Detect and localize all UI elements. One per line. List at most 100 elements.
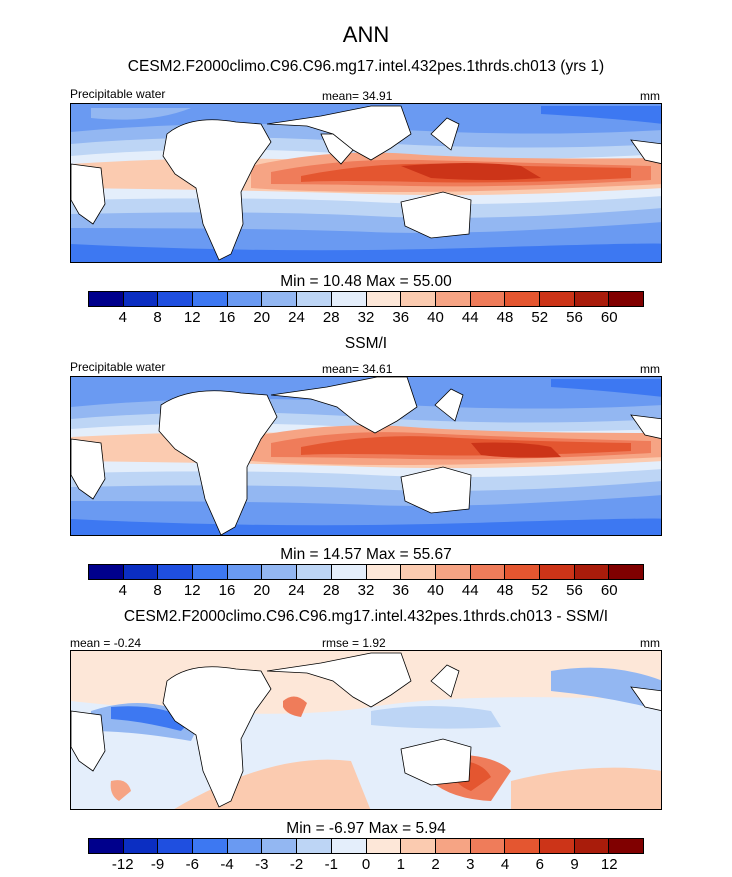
panel1-minmax: Min = 10.48 Max = 55.00: [280, 273, 452, 290]
colorbar-abs-2-tick-label: 20: [253, 582, 271, 599]
colorbar-abs-1-tick-label: 12: [183, 309, 201, 326]
colorbar-diff-swatch: [297, 839, 332, 853]
colorbar-abs-1-swatch: [609, 292, 643, 306]
colorbar-abs-1-swatch: [539, 292, 575, 306]
obs-map-field: [71, 377, 661, 535]
colorbar-diff-tick-label: -4: [220, 856, 234, 873]
panel1-mean-label: mean= 34.91: [322, 89, 393, 103]
colorbar-diff-swatch: [331, 839, 367, 853]
colorbar-abs-2-tick-label: 36: [392, 582, 410, 599]
panel3-units-label: mm: [640, 636, 660, 650]
colorbar-abs-2: [88, 564, 644, 580]
colorbar-abs-2-tick-label: 4: [118, 582, 127, 599]
colorbar-diff-tick-label: 4: [500, 856, 510, 873]
colorbar-diff-tick-label: 0: [361, 856, 371, 873]
colorbar-abs-1-swatch: [89, 292, 124, 306]
colorbar-abs-2-swatch: [505, 565, 540, 579]
colorbar-abs-1-swatch: [401, 292, 436, 306]
page-title: ANN: [342, 22, 390, 47]
panel2-minmax: Min = 14.57 Max = 55.67: [280, 546, 452, 563]
colorbar-diff-tick-label: -1: [324, 856, 338, 873]
colorbar-abs-1-tick-label: 52: [531, 309, 549, 326]
colorbar-abs-1-swatch: [331, 292, 367, 306]
colorbar-abs-2-tick-label: 32: [357, 582, 375, 599]
colorbar-abs-2-swatch: [297, 565, 332, 579]
panel2-variable-label: Precipitable water: [70, 360, 166, 374]
colorbar-diff-swatch: [158, 839, 194, 853]
colorbar-abs-2-tick-label: 48: [496, 582, 514, 599]
colorbar-abs-2-swatch: [193, 565, 228, 579]
colorbar-abs-2-swatch: [435, 565, 471, 579]
colorbar-diff-tick-label: 1: [396, 856, 405, 873]
colorbar-abs-1-swatch: [297, 292, 332, 306]
colorbar-diff-swatch: [262, 839, 298, 853]
colorbar-abs-1-swatch: [158, 292, 194, 306]
colorbar-diff-swatch: [505, 839, 540, 853]
colorbar-abs-2-swatch: [158, 565, 194, 579]
colorbar-abs-2-ticks: 4 8 12 16 20 24 28 32 36 40 44 48 52 56 60: [88, 582, 644, 600]
colorbar-abs-1-swatch: [366, 292, 402, 306]
colorbar-abs-2-swatch: [366, 565, 402, 579]
model-map-field: [71, 104, 661, 262]
colorbar-diff-swatch: [609, 839, 643, 853]
obs-map: [70, 376, 662, 536]
colorbar-abs-1: [88, 291, 644, 307]
colorbar-diff-tick-label: -2: [289, 856, 304, 873]
colorbar-abs-2-swatch: [123, 565, 159, 579]
colorbar-abs-1-tick-label: 4: [118, 309, 127, 326]
colorbar-diff-swatch: [366, 839, 402, 853]
colorbar-diff-tick-label: 9: [570, 856, 579, 873]
colorbar-diff-swatch: [435, 839, 471, 853]
colorbar-abs-1-swatch: [470, 292, 506, 306]
colorbar-abs-1-swatch: [574, 292, 610, 306]
colorbar-abs-1-swatch: [262, 292, 298, 306]
colorbar-abs-1-tick-label: 36: [392, 309, 410, 326]
panel2-mean-label: mean= 34.61: [322, 362, 393, 376]
colorbar-diff-swatch: [193, 839, 228, 853]
colorbar-abs-2-swatch: [262, 565, 298, 579]
colorbar-abs-1-swatch: [435, 292, 471, 306]
panel2-units-label: mm: [640, 362, 660, 376]
colorbar-abs-1-tick-label: 40: [427, 309, 444, 326]
diff-map-field: [71, 651, 661, 809]
colorbar-abs-2-tick-label: 60: [600, 582, 618, 599]
colorbar-abs-2-swatch: [609, 565, 643, 579]
colorbar-abs-1-tick-label: 20: [253, 309, 271, 326]
colorbar-diff-tick-label: -9: [150, 856, 165, 873]
colorbar-abs-2-swatch: [574, 565, 610, 579]
colorbar-diff-tick-label: 2: [431, 856, 440, 873]
panel1-units-label: mm: [640, 89, 660, 103]
colorbar-diff-ticks: -12 -9 -6 -4 -3 -2 -1 0 1 2 3 4 6 9 12: [88, 856, 644, 874]
diff-map: [70, 650, 662, 810]
colorbar-diff: [88, 838, 644, 854]
colorbar-abs-1-swatch: [123, 292, 159, 306]
colorbar-abs-2-tick-label: 44: [461, 582, 479, 599]
colorbar-diff-tick-label: -6: [185, 856, 199, 873]
colorbar-abs-1-tick-label: 48: [496, 309, 514, 326]
colorbar-abs-2-tick-label: 28: [322, 582, 340, 599]
colorbar-abs-2-swatch: [401, 565, 436, 579]
colorbar-abs-2-tick-label: 12: [183, 582, 201, 599]
colorbar-abs-2-tick-label: 24: [288, 582, 305, 599]
colorbar-abs-1-swatch: [193, 292, 228, 306]
colorbar-abs-1-tick-label: 16: [218, 309, 236, 326]
model-panel-title: CESM2.F2000climo.C96.C96.mg17.intel.432p…: [127, 58, 605, 75]
colorbar-abs-1-tick-label: 24: [288, 309, 305, 326]
colorbar-abs-2-swatch: [227, 565, 263, 579]
colorbar-diff-tick-label: -12: [111, 856, 134, 873]
colorbar-abs-2-tick-label: 8: [153, 582, 162, 599]
panel3-rmse-label: rmse = 1.92: [322, 636, 386, 650]
colorbar-abs-1-ticks: 4 8 12 16 20 24 28 32 36 40 44 48 52 56 60: [88, 309, 644, 327]
colorbar-diff-swatch: [401, 839, 436, 853]
panel3-minmax: Min = -6.97 Max = 5.94: [286, 820, 446, 837]
diff-panel-title: CESM2.F2000climo.C96.C96.mg17.intel.432p…: [123, 608, 609, 625]
panel1-variable-label: Precipitable water: [70, 87, 166, 101]
colorbar-abs-1-tick-label: 44: [461, 309, 479, 326]
colorbar-abs-1-tick-label: 28: [322, 309, 340, 326]
colorbar-diff-swatch: [470, 839, 506, 853]
colorbar-abs-1-tick-label: 56: [566, 309, 583, 326]
colorbar-diff-swatch: [574, 839, 610, 853]
colorbar-diff-swatch: [89, 839, 124, 853]
colorbar-abs-2-tick-label: 52: [531, 582, 549, 599]
colorbar-abs-1-tick-label: 8: [153, 309, 162, 326]
